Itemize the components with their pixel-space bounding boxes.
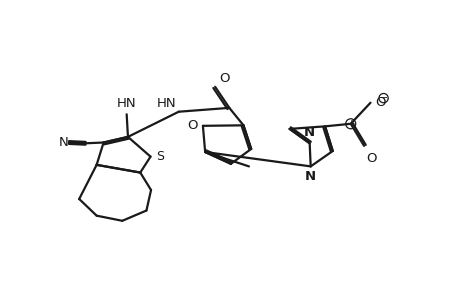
Text: HN: HN <box>117 97 136 110</box>
Text: N: N <box>303 126 314 140</box>
Text: O: O <box>374 96 385 109</box>
Text: −: − <box>379 93 387 103</box>
Text: +: + <box>346 119 354 128</box>
Text: S: S <box>156 150 163 163</box>
Text: O: O <box>366 152 376 165</box>
Text: N: N <box>59 136 68 149</box>
Text: O: O <box>218 71 229 85</box>
Text: HN: HN <box>157 97 176 110</box>
Text: N: N <box>304 170 316 183</box>
Text: O: O <box>187 119 197 132</box>
